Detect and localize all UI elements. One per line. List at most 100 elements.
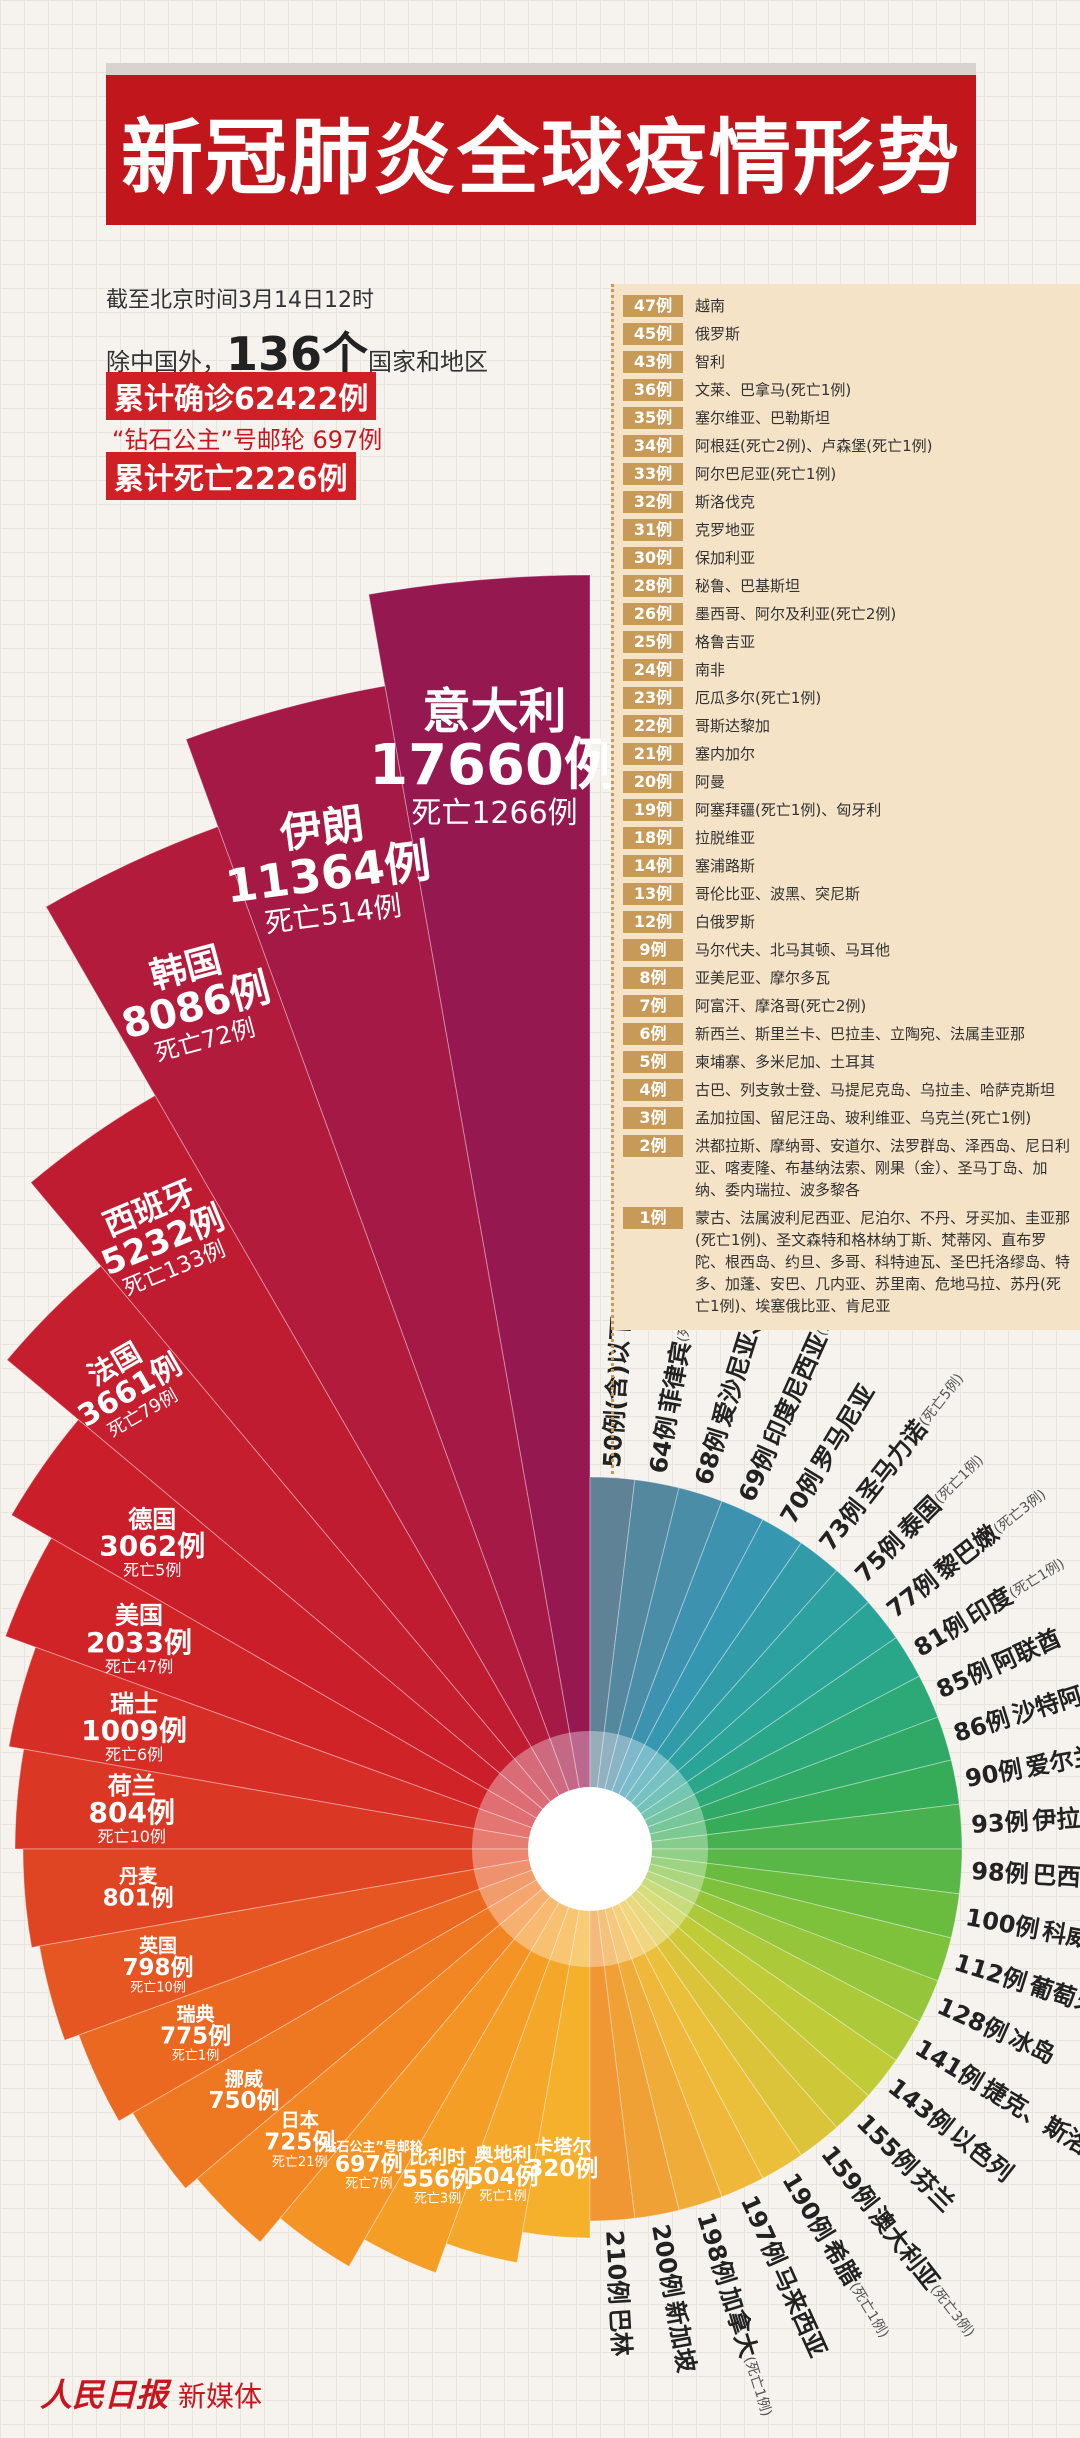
list-count: 13例 <box>623 883 683 905</box>
group-count: 90例 <box>963 1755 1025 1793</box>
country-deaths: 死亡47例 <box>105 1657 173 1676</box>
list-countries: 保加利亚 <box>695 549 756 567</box>
list-count: 45例 <box>623 323 683 345</box>
list-countries: 格鲁吉亚 <box>695 633 756 651</box>
list-row: 4例 古巴、列支敦士登、马提尼克岛、乌拉圭、哈萨克斯坦 <box>611 1076 1080 1104</box>
group-count: 100例 <box>963 1903 1041 1944</box>
group-wedge <box>589 1601 897 1850</box>
group-wedge <box>589 1675 939 1850</box>
list-count: 1例 <box>623 1207 683 1229</box>
list-countries: 塞内加尔 <box>695 745 756 763</box>
country-name: 日本 <box>281 2109 319 2132</box>
group-wedge <box>589 1848 723 2211</box>
list-countries: 越南 <box>695 297 726 315</box>
list-countries: 马尔代夫、北马其顿、马耳他 <box>695 941 891 959</box>
country-cases: 320例 <box>527 2156 598 2182</box>
country-cases: 804例 <box>89 1796 175 1829</box>
country-name: 荷兰 <box>108 1772 156 1800</box>
list-row: 23例 厄瓜多尔(死亡1例) <box>611 684 1080 712</box>
list-countries: 塞尔维亚、巴勒斯坦 <box>695 409 831 427</box>
country-name: 丹麦 <box>119 1865 158 1888</box>
country-deaths: 死亡5例 <box>123 1561 181 1580</box>
list-count: 7例 <box>623 995 683 1017</box>
date: 截至北京时间3月14日12时 <box>106 288 374 313</box>
country-deaths: 死亡1例 <box>479 2189 526 2204</box>
list-count: 18例 <box>623 827 683 849</box>
list-countries: 塞浦路斯 <box>695 857 756 875</box>
group-count: 155例 <box>851 2109 923 2181</box>
group-count: 198例 <box>691 2209 740 2288</box>
country-name: 瑞典 <box>177 2002 215 2025</box>
list-count: 3例 <box>623 1107 683 1129</box>
group-wedge <box>589 1803 963 1850</box>
group-wedge <box>589 1848 803 2180</box>
country-wedge <box>445 1848 591 2264</box>
group-label: 50例(含)以下 <box>598 1316 635 1469</box>
group-wedge <box>589 1542 838 1850</box>
country-name: 德国 <box>128 1505 176 1533</box>
group-count: 81例 <box>909 1609 973 1663</box>
list-countries: 拉脱维亚 <box>695 829 756 847</box>
country-deaths: 死亡6例 <box>105 1745 163 1764</box>
list-countries: 柬埔寨、多米尼加、土耳其 <box>695 1053 876 1071</box>
footer: 人民日报 新媒体 <box>40 2370 262 2416</box>
country-name: “钻石公主”号邮轮 <box>315 2139 423 2155</box>
list-row: 19例 阿塞拜疆(死亡1例)、匈牙利 <box>611 796 1080 824</box>
group-count: 143例 <box>883 2073 959 2141</box>
list-count: 26例 <box>623 603 683 625</box>
list-row: 24例 南非 <box>611 656 1080 684</box>
group-count: 197例 <box>735 2191 791 2270</box>
list-count: 31例 <box>623 519 683 541</box>
list-count: 12例 <box>623 911 683 933</box>
group-count: 73例 <box>814 1494 871 1556</box>
country-cases: 798例 <box>123 1955 194 1981</box>
group-wedge <box>589 1848 897 2097</box>
group-names: 沙特阿拉伯 <box>1009 1667 1080 1729</box>
group-names: 科威特 <box>1040 1917 1080 1958</box>
list-row: 18例 拉脱维亚 <box>611 824 1080 852</box>
list-row: 45例 俄罗斯 <box>611 320 1080 348</box>
group-wedge <box>589 1848 680 2219</box>
group-count: 200例 <box>646 2222 687 2300</box>
countries-prefix: 除中国外， <box>106 348 226 376</box>
group-wedge <box>589 1487 723 1850</box>
list-count: 36例 <box>623 379 683 401</box>
group-names: 冰岛 <box>1004 2024 1059 2069</box>
group-wedge <box>589 1848 939 2023</box>
list-row: 36例 文莱、巴拿马(死亡1例) <box>611 376 1080 404</box>
list-count: 24例 <box>623 659 683 681</box>
group-names: 马来西亚 <box>767 2262 832 2361</box>
list-countries: 克罗地亚 <box>695 521 756 539</box>
list-count: 19例 <box>623 799 683 821</box>
country-cases: 725例 <box>264 2130 335 2156</box>
list-countries: 洪都拉斯、摩纳哥、安道尔、法罗群岛、泽西岛、尼日利亚、喀麦隆、布基纳法索、刚果（… <box>695 1137 1071 1199</box>
list-countries: 阿富汗、摩洛哥(死亡2例) <box>695 997 867 1015</box>
country-wedge <box>45 825 591 1850</box>
group-names: 印度尼西亚 <box>758 1329 833 1450</box>
country-wedge <box>279 1848 591 2268</box>
list-countries: 阿尔巴尼亚(死亡1例) <box>695 465 837 483</box>
brand: 新媒体 <box>178 2380 263 2413</box>
list-count: 21例 <box>623 743 683 765</box>
group-wedge <box>589 1476 636 1850</box>
list-row: 1例 蒙古、法属波利尼西亚、尼泊尔、不丹、牙买加、圭亚那(死亡1例)、圣文森特和格… <box>611 1204 1080 1320</box>
country-cases: 750例 <box>208 2088 279 2114</box>
country-wedge <box>368 574 591 1850</box>
group-names: 澳大利亚 <box>864 2202 945 2295</box>
list-row: 26例 墨西哥、阿尔及利亚(死亡2例) <box>611 600 1080 628</box>
list-count: 34例 <box>623 435 683 457</box>
title-banner: 新冠肺炎全球疫情形势 <box>106 75 976 225</box>
logo: 人民日报 <box>40 2376 169 2414</box>
center-hole <box>528 1787 652 1911</box>
list-countries: 哥斯达黎加 <box>695 717 771 735</box>
list-row: 31例 克罗地亚 <box>611 516 1080 544</box>
group-count: 64例 <box>644 1414 682 1476</box>
group-count: 75例 <box>850 1528 910 1588</box>
group-names: 巴林 <box>605 2307 636 2357</box>
country-wedge <box>30 1094 591 1850</box>
